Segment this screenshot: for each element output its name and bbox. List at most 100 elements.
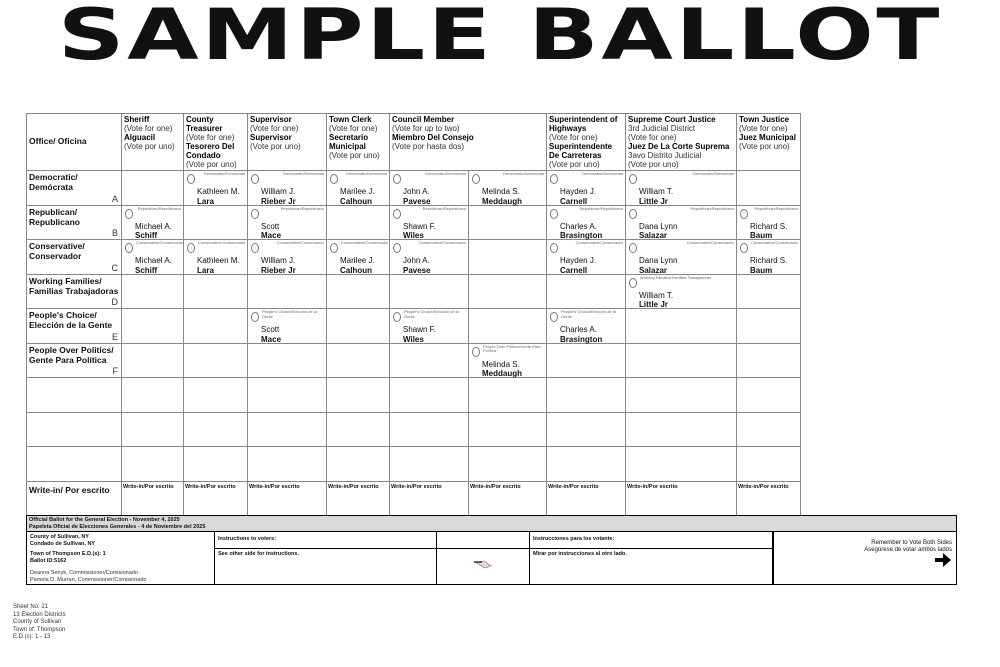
contest-header: County Treasurer (Vote for one) Tesorero D… bbox=[183, 113, 248, 171]
party-label: Democratic/ Demócrata A bbox=[26, 170, 122, 206]
candidate-cell[interactable]: Democratic/Demócrata Marilee J. Calhoun bbox=[326, 170, 390, 206]
candidate-cell[interactable]: Democratic/Demócrata William T. Little Jr bbox=[625, 170, 738, 206]
vote-oval[interactable] bbox=[629, 277, 638, 288]
party-row: Democratic/ Demócrata A Democratic/Demócra… bbox=[26, 170, 802, 206]
write-in-field[interactable]: Write-in/Por escrito bbox=[736, 480, 802, 516]
candidate-cell[interactable]: Democratic/Demócrata Melinda S. Meddaugh bbox=[467, 170, 548, 206]
contest-header: Supreme Court Justice 3rd Judicial Distri… bbox=[625, 113, 738, 171]
vote-oval[interactable] bbox=[740, 243, 749, 253]
empty-cell bbox=[326, 342, 390, 378]
write-in-field[interactable]: Write-in/Por escrito bbox=[247, 480, 327, 516]
candidate-name: Scott Mace bbox=[261, 325, 282, 344]
remember-both-sides: Remember to Vote Both Sides Asegúrese de … bbox=[864, 540, 952, 553]
blank-row bbox=[26, 446, 802, 482]
candidate-cell[interactable]: People's Choice/Elección de la Gente Scot… bbox=[247, 308, 327, 344]
contest-header: Town Clerk (Vote for one) Secretario Munic… bbox=[326, 113, 390, 171]
vote-oval[interactable] bbox=[187, 174, 195, 184]
candidate-cell[interactable]: Democratic/Demócrata Kathleen M. Lara bbox=[183, 170, 248, 206]
candidate-cell[interactable]: Conservative/Conservador Marilee J. Calhou… bbox=[326, 239, 390, 275]
header-row: Office/ Oficina Sheriff (Vote for one) Algu… bbox=[26, 113, 802, 171]
vote-oval[interactable] bbox=[550, 208, 559, 219]
candidate-name: Marilee J. Calhoun bbox=[340, 256, 375, 275]
empty-cell bbox=[625, 308, 738, 344]
candidate-cell[interactable]: People's Choice/Elección de la Gente Char… bbox=[546, 308, 627, 344]
write-in-field[interactable]: Write-in/Por escrito bbox=[546, 480, 627, 516]
vote-oval[interactable] bbox=[251, 243, 259, 253]
candidate-cell[interactable]: Conservative/Conservador John A. Pavese bbox=[389, 239, 469, 275]
party-row: People Over Politics/ Gente Para Polític… bbox=[26, 342, 802, 378]
empty-cell bbox=[467, 273, 548, 309]
candidate-cell[interactable]: Conservative/Conservador Michael A. Schiff bbox=[121, 239, 184, 275]
vote-oval[interactable] bbox=[629, 243, 638, 253]
empty-cell bbox=[247, 273, 327, 309]
vote-oval[interactable] bbox=[472, 174, 480, 184]
candidate-cell[interactable]: Republican/Republicano Dana Lynn Salazar bbox=[625, 204, 738, 240]
candidate-cell[interactable]: People's Choice/Elección de la Gente Shaw… bbox=[389, 308, 469, 344]
contest-header: Superintendent of Highways (Vote for one)… bbox=[546, 113, 627, 171]
ballot-grid: Office/ Oficina Sheriff (Vote for one) Algu… bbox=[26, 113, 802, 516]
candidate-cell[interactable]: Democratic/Demócrata John A. Pavese bbox=[389, 170, 469, 206]
town-info: Town of Thompson E.D.(s): 1 Ballot ID:516… bbox=[30, 551, 106, 564]
write-in-field[interactable]: Write-in/Por escrito bbox=[625, 480, 738, 516]
vote-oval[interactable] bbox=[393, 243, 401, 253]
empty-cell bbox=[736, 342, 802, 378]
candidate-cell[interactable]: Conservative/Conservador Richard S. Baum bbox=[736, 239, 802, 275]
candidate-name: Richard S. Baum bbox=[750, 221, 788, 241]
candidate-cell[interactable]: Working Families/Familias Trabajadoras Wi… bbox=[625, 273, 738, 310]
empty-cell bbox=[121, 308, 184, 344]
write-in-field[interactable]: Write-in/Por escrito bbox=[121, 480, 184, 516]
candidate-cell[interactable]: Democratic/Demócrata Hayden J. Carnell bbox=[546, 170, 627, 206]
candidate-name: William J. Rieber Jr bbox=[261, 187, 296, 206]
vote-oval[interactable] bbox=[550, 312, 559, 322]
candidate-name: Marilee J. Calhoun bbox=[340, 187, 375, 206]
vote-oval[interactable] bbox=[550, 243, 559, 253]
party-row: Conservative/ Conservador C Conservative/C… bbox=[26, 239, 802, 275]
vote-oval[interactable] bbox=[125, 243, 133, 253]
candidate-cell[interactable]: Democratic/Demócrata William J. Rieber Jr bbox=[247, 170, 327, 206]
candidate-cell[interactable]: Republican/Republicano Charles A. Brasingt… bbox=[546, 204, 627, 240]
candidate-cell[interactable]: Republican/Republicano Scott Mace bbox=[247, 204, 327, 240]
party-label: Working Families/ Familias Trabajadoras D bbox=[26, 273, 122, 309]
contest-header: Sheriff (Vote for one) Alguacil (Vote por u… bbox=[121, 113, 184, 171]
write-in-field[interactable]: Write-in/Por escrito bbox=[183, 480, 248, 516]
candidate-cell[interactable]: Conservative/Conservador Dana Lynn Salazar bbox=[625, 239, 738, 275]
vote-oval[interactable] bbox=[472, 346, 480, 357]
vote-oval[interactable] bbox=[740, 208, 749, 219]
write-in-field[interactable]: Write-in/Por escrito bbox=[467, 480, 548, 516]
vote-oval[interactable] bbox=[393, 174, 401, 184]
vote-oval[interactable] bbox=[251, 312, 259, 322]
vote-oval[interactable] bbox=[187, 243, 195, 253]
empty-cell bbox=[247, 342, 327, 378]
empty-cell bbox=[121, 273, 184, 309]
blank-row bbox=[26, 377, 802, 413]
vote-oval[interactable] bbox=[629, 208, 638, 219]
candidate-cell[interactable]: Republican/Republicano Michael A. Schiff bbox=[121, 204, 184, 241]
vote-oval[interactable] bbox=[125, 208, 133, 219]
candidate-cell[interactable]: Republican/Republicano Richard S. Baum bbox=[736, 204, 802, 241]
footer-title-bar: Official Ballot for the General Election… bbox=[27, 516, 956, 532]
vote-oval[interactable] bbox=[393, 312, 401, 322]
vote-oval[interactable] bbox=[251, 174, 259, 184]
vote-oval[interactable] bbox=[550, 174, 559, 184]
vote-oval[interactable] bbox=[330, 174, 338, 184]
candidate-cell[interactable]: Conservative/Conservador William J. Rieber… bbox=[247, 239, 327, 275]
write-in-field[interactable]: Write-in/Por escrito bbox=[326, 480, 390, 516]
candidate-name: Hayden J. Carnell bbox=[560, 256, 597, 275]
candidate-name: William T. Little Jr bbox=[639, 290, 674, 310]
candidate-cell[interactable]: People Over Politics/Gente Para Política… bbox=[467, 342, 548, 378]
candidate-cell[interactable]: Conservative/Conservador Kathleen M. Lara bbox=[183, 239, 248, 275]
candidate-cell[interactable]: Republican/Republicano Shawn F. Wiles bbox=[389, 204, 469, 240]
empty-cell bbox=[183, 273, 248, 309]
ballot-footer: Official Ballot for the General Election… bbox=[26, 515, 957, 585]
sample-ballot-title: SAMPLE BALLOT bbox=[57, 0, 943, 76]
title-en: Official Ballot for the General Election… bbox=[29, 517, 180, 523]
vote-oval[interactable] bbox=[393, 208, 401, 219]
vote-oval[interactable] bbox=[629, 174, 638, 184]
candidate-cell[interactable]: Conservative/Conservador Hayden J. Carnell bbox=[546, 239, 627, 275]
instructions-en-heading: Instructions to voters: bbox=[218, 536, 277, 542]
empty-cell bbox=[546, 342, 627, 378]
candidate-name: Michael A. Schiff bbox=[135, 221, 172, 241]
write-in-field[interactable]: Write-in/Por escrito bbox=[389, 480, 469, 516]
vote-oval[interactable] bbox=[330, 243, 338, 253]
vote-oval[interactable] bbox=[251, 208, 259, 219]
